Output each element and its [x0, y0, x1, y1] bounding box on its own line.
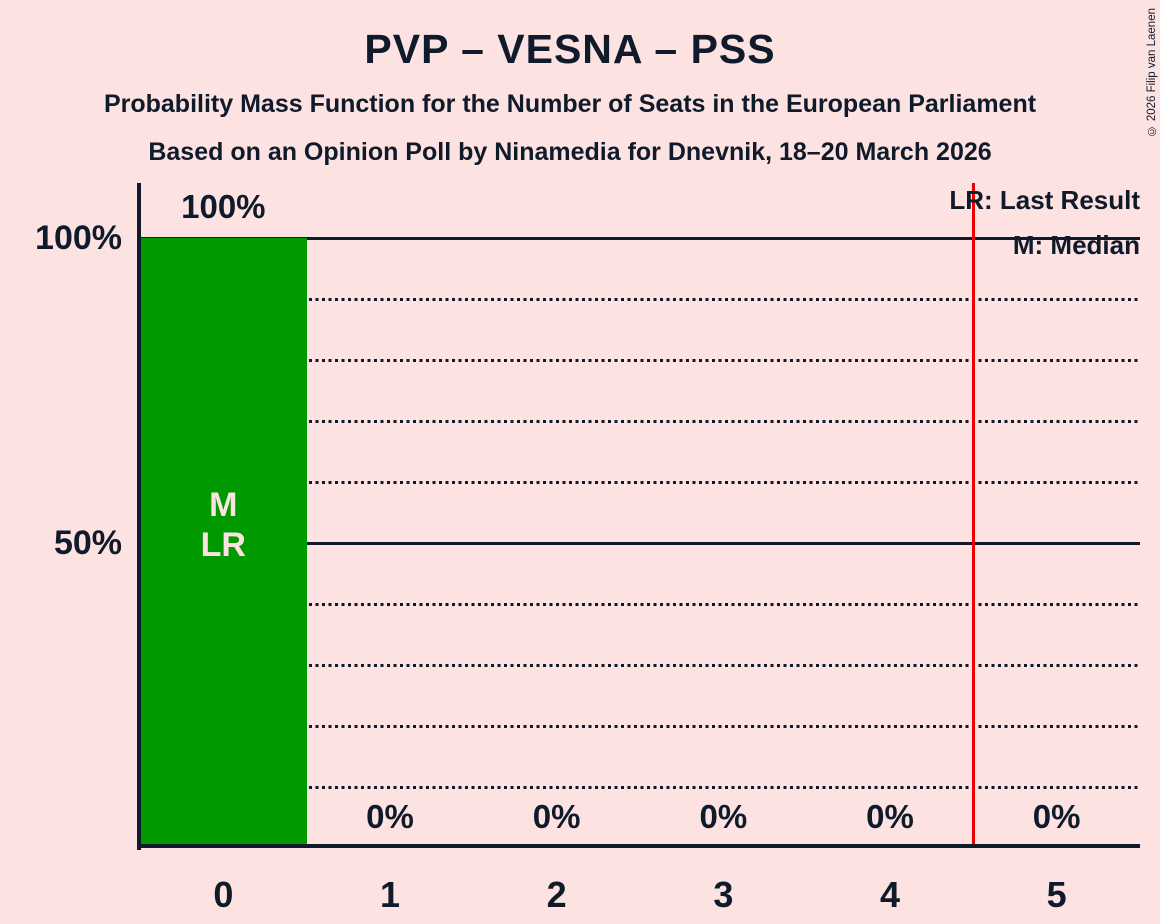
legend-last-result: LR: Last Result	[949, 185, 1140, 215]
bar-value-label-2: 0%	[532, 798, 581, 835]
x-tick-label-5: 5	[1046, 874, 1067, 915]
bar-value-label-3: 0%	[699, 798, 748, 835]
gridline-80-pct	[140, 359, 1140, 362]
gridline-20-pct	[140, 725, 1140, 728]
gridline-50-pct	[140, 542, 1140, 545]
gridline-10-pct	[140, 786, 1140, 789]
gridline-60-pct	[140, 481, 1140, 484]
bar-value-label-1: 0%	[366, 798, 414, 835]
legend-median: M: Median	[1012, 230, 1140, 260]
x-tick-label-1: 1	[379, 874, 401, 915]
marker-line: M	[209, 486, 238, 524]
gridline-30-pct	[140, 664, 1140, 667]
marker-line: LR	[200, 526, 246, 564]
y-axis-tick-50: 50%	[53, 524, 122, 562]
y-axis-line	[137, 183, 141, 850]
bar-seats-0	[140, 238, 307, 848]
gridline-40-pct	[140, 603, 1140, 606]
x-tick-label-4: 4	[879, 874, 901, 915]
y-axis-tick-100: 100%	[35, 219, 122, 257]
x-tick-label-2: 2	[546, 874, 567, 915]
chart-title: PVP – VESNA – PSS	[364, 26, 776, 72]
x-axis-line	[137, 844, 1140, 848]
bar-value-label-0: 100%	[181, 188, 266, 225]
plot-area: 100% 0% 0% 0% 0% 0% M LR 0 1 2 3 4 5	[137, 183, 1140, 915]
x-tick-label-3: 3	[713, 874, 734, 915]
copyright-notice: © 2026 Filip van Laenen	[1146, 8, 1158, 137]
bar-value-label-5: 0%	[1032, 798, 1081, 835]
gridline-90-pct	[140, 298, 1140, 301]
bar-value-label-4: 0%	[866, 798, 914, 835]
poll-details: Based on an Opinion Poll by Ninamedia fo…	[148, 138, 992, 166]
gridline-100-pct	[140, 237, 1140, 240]
gridline-70-pct	[140, 420, 1140, 423]
chart-subtitle: Probability Mass Function for the Number…	[103, 90, 1037, 118]
x-tick-label-0: 0	[213, 874, 234, 915]
median-last-result-marker: M LR	[143, 485, 303, 565]
last-result-line	[971, 183, 975, 848]
